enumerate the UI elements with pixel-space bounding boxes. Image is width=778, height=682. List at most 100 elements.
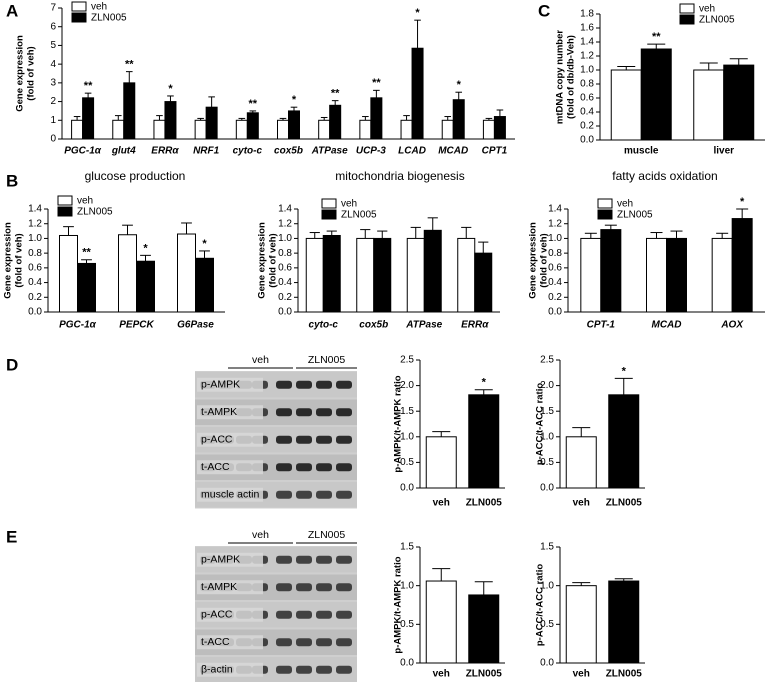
blot-band bbox=[296, 610, 312, 619]
y-axis-label: p-ACC/t-ACC ratio bbox=[535, 564, 546, 647]
x-tick-label: LCAD bbox=[398, 146, 426, 157]
blot-band bbox=[276, 665, 292, 674]
x-tick-label: ERRα bbox=[461, 320, 489, 331]
y-tick-label: 1.0 bbox=[580, 65, 594, 76]
legend-swatch bbox=[321, 209, 337, 220]
blot-band bbox=[336, 555, 352, 564]
bar bbox=[359, 119, 372, 140]
legend-label: veh bbox=[77, 196, 93, 207]
y-tick-label: 4 bbox=[50, 59, 56, 70]
x-tick-label: ERRα bbox=[151, 146, 179, 157]
chart: p-AMPK/t-AMPK ratio 0.0 0.5 1.0 1.5 veh ZLN005 bbox=[393, 542, 505, 680]
chart-title: mitochondria biogenesis bbox=[335, 169, 464, 183]
y-axis-label: (fold of veh) bbox=[14, 233, 25, 287]
y-tick-label: 2 bbox=[50, 96, 56, 107]
blot-band bbox=[336, 583, 352, 592]
bar bbox=[123, 82, 136, 140]
western-blot: veh ZLN005 p-AMPK t-AMPK p-ACC t-ACC muscle ac… bbox=[195, 354, 357, 509]
x-tick-label: liver bbox=[713, 146, 734, 157]
x-tick-label: cox5b bbox=[359, 320, 388, 331]
blot-row-label: p-AMPK bbox=[201, 554, 240, 566]
significance: ** bbox=[331, 88, 340, 100]
bar bbox=[177, 233, 196, 313]
y-tick-label: 1.6 bbox=[580, 23, 594, 34]
bar bbox=[400, 119, 413, 140]
legend-swatch bbox=[321, 198, 337, 209]
bar bbox=[288, 110, 300, 140]
blot-row-label: p-AMPK bbox=[201, 379, 240, 391]
legend-swatch bbox=[57, 206, 73, 217]
x-tick-label: muscle bbox=[624, 146, 659, 157]
bar bbox=[441, 119, 454, 140]
y-tick-label: 0.0 bbox=[400, 658, 414, 669]
bar bbox=[493, 116, 506, 140]
blot-band bbox=[296, 380, 312, 389]
blot-label-bg bbox=[197, 460, 263, 475]
y-tick-label: 0.6 bbox=[278, 262, 292, 273]
legend-label: ZLN005 bbox=[91, 13, 127, 24]
legend-label: ZLN005 bbox=[617, 210, 653, 221]
blot-band bbox=[276, 583, 292, 592]
y-axis-label: (fold of veh) bbox=[268, 233, 279, 287]
bar bbox=[608, 394, 640, 489]
blot-row-label: muscle actin bbox=[201, 489, 260, 501]
y-tick-label: 0.2 bbox=[548, 292, 562, 303]
group-label: ZLN005 bbox=[308, 354, 346, 366]
blot-band bbox=[276, 435, 292, 444]
blot-band bbox=[276, 463, 292, 472]
significance: ** bbox=[652, 31, 661, 43]
blot-label-bg bbox=[197, 635, 263, 650]
y-tick-label: 0.0 bbox=[548, 307, 562, 318]
bar bbox=[194, 119, 207, 140]
blot-row-label: t-AMPK bbox=[201, 406, 237, 418]
y-tick-label: 0.4 bbox=[548, 277, 562, 288]
x-tick-label: veh bbox=[573, 498, 590, 509]
y-tick-label: 1.4 bbox=[28, 204, 42, 215]
legend-swatch bbox=[679, 14, 695, 25]
blot-band bbox=[336, 638, 352, 647]
bar bbox=[600, 229, 622, 313]
bar bbox=[425, 580, 457, 664]
x-tick-label: PGC-1α bbox=[59, 320, 97, 331]
bar bbox=[82, 97, 95, 140]
blot-band bbox=[296, 638, 312, 647]
y-axis-label: mtDNA copy number bbox=[555, 30, 566, 124]
bar bbox=[565, 585, 597, 664]
y-tick-label: 1.2 bbox=[580, 51, 594, 62]
x-tick-label: ATPase bbox=[311, 146, 348, 157]
y-tick-label: 0.2 bbox=[278, 292, 292, 303]
significance: * bbox=[168, 83, 173, 95]
x-tick-label: glut4 bbox=[111, 146, 136, 157]
y-tick-label: 0.4 bbox=[580, 107, 594, 118]
y-tick-label: 0.6 bbox=[548, 262, 562, 273]
blot-band bbox=[296, 490, 312, 499]
blot-band bbox=[296, 463, 312, 472]
significance: * bbox=[202, 238, 207, 250]
y-tick-label: 1.0 bbox=[540, 580, 554, 591]
y-axis-label: Gene expression bbox=[528, 222, 539, 299]
significance: * bbox=[143, 242, 148, 254]
blot-band bbox=[276, 555, 292, 564]
blot-band bbox=[276, 638, 292, 647]
x-tick-label: veh bbox=[573, 669, 590, 680]
bar bbox=[580, 237, 602, 313]
x-tick-label: MCAD bbox=[652, 320, 682, 331]
y-tick-label: 1.4 bbox=[278, 204, 292, 215]
y-tick-label: 0.0 bbox=[28, 307, 42, 318]
blot-band bbox=[316, 408, 332, 417]
legend-swatch bbox=[57, 195, 73, 206]
legend-label: veh bbox=[341, 199, 357, 210]
bar bbox=[731, 218, 753, 313]
panel-label: A bbox=[6, 1, 18, 20]
blot-band bbox=[316, 610, 332, 619]
y-tick-label: 1.0 bbox=[278, 233, 292, 244]
blot-row-label: p-ACC bbox=[201, 434, 233, 446]
x-tick-label: ZLN005 bbox=[606, 498, 643, 509]
x-tick-label: MCAD bbox=[438, 146, 468, 157]
bar bbox=[457, 237, 476, 313]
bar bbox=[411, 47, 424, 140]
y-tick-label: 0.0 bbox=[580, 135, 594, 146]
bar bbox=[118, 234, 137, 313]
bar bbox=[59, 234, 78, 313]
bar bbox=[71, 119, 84, 140]
